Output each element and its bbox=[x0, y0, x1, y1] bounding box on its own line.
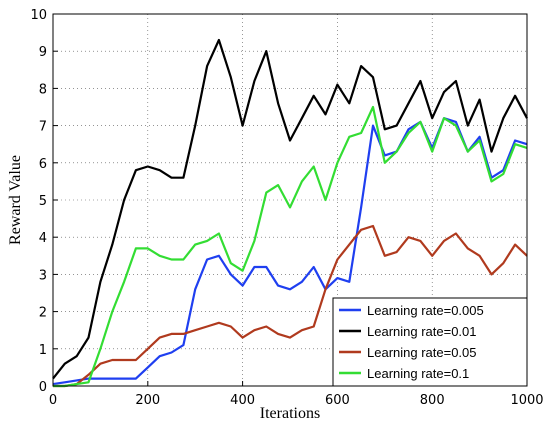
y-tick-label: 5 bbox=[39, 194, 47, 209]
legend-box bbox=[332, 297, 528, 387]
y-tick-label: 6 bbox=[39, 157, 47, 172]
legend-label: Learning rate=0.005 bbox=[367, 303, 484, 318]
legend-label: Learning rate=0.1 bbox=[367, 366, 469, 381]
legend-label: Learning rate=0.05 bbox=[367, 345, 477, 360]
y-tick-label: 7 bbox=[39, 120, 47, 135]
series-line bbox=[53, 105, 528, 388]
y-tick-label: 4 bbox=[39, 231, 47, 246]
x-tick-label: 1000 bbox=[510, 393, 543, 408]
x-tick-label: 400 bbox=[230, 393, 255, 408]
y-tick-label: 8 bbox=[39, 82, 47, 97]
x-tick-label: 0 bbox=[49, 393, 57, 408]
series-line bbox=[52, 38, 528, 380]
y-axis-label: Reward Value bbox=[7, 155, 24, 245]
y-tick-label: 2 bbox=[39, 306, 47, 321]
y-tick-label: 10 bbox=[30, 8, 47, 23]
series-line bbox=[53, 224, 528, 388]
plot-frame bbox=[52, 13, 528, 387]
x-axis-label: Iterations bbox=[260, 405, 320, 422]
x-tick-label: 800 bbox=[420, 393, 445, 408]
y-tick-label: 1 bbox=[39, 343, 47, 358]
legend-label: Learning rate=0.01 bbox=[367, 324, 477, 339]
x-tick-label: 600 bbox=[325, 393, 350, 408]
y-tick-label: 9 bbox=[39, 45, 47, 60]
y-tick-label: 0 bbox=[39, 380, 47, 395]
y-tick-label: 3 bbox=[39, 268, 47, 283]
legend: Learning rate=0.005 Learning rate=0.01 Lea… bbox=[332, 297, 528, 387]
x-tick-label: 200 bbox=[135, 393, 160, 408]
